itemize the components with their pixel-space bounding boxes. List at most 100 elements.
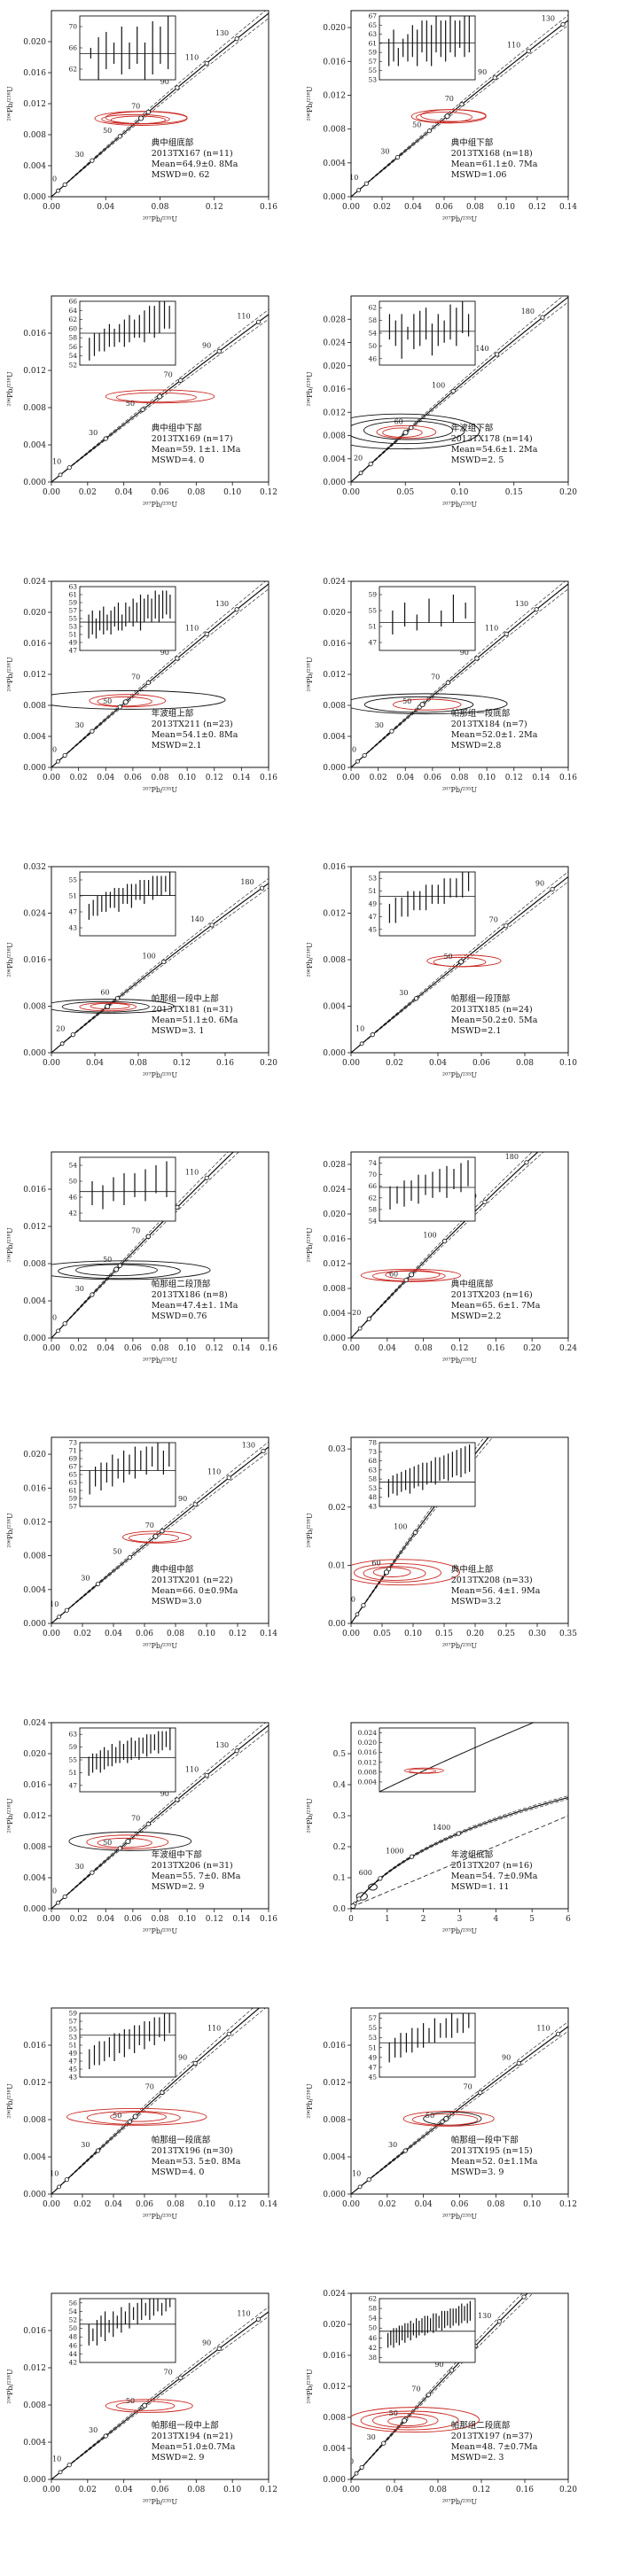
age-marker (521, 2294, 527, 2300)
inset-y-tick-label: 54 (368, 1218, 377, 1226)
sample-annotation-line: Mean=52.0±1. 2Ma (451, 730, 538, 740)
y-axis-title: ²⁰⁶Pb/²³⁸U (6, 657, 14, 691)
age-label: 110 (485, 624, 498, 632)
age-marker (127, 1555, 132, 1560)
y-tick-label: 0.004 (323, 1310, 346, 1319)
x-tick-label: 0.04 (97, 774, 114, 782)
x-tick-label: 6 (566, 1915, 571, 1924)
age-label: 50 (113, 1548, 121, 1556)
inset-y-tick-label: 51 (368, 623, 377, 631)
x-tick-label: 0.02 (70, 1344, 88, 1353)
sample-annotation-line: 2013TX195 (n=15) (451, 2146, 533, 2156)
concordia-envelope-upper (351, 2020, 568, 2194)
x-tick-label: 0.00 (342, 2486, 360, 2494)
x-tick-label: 0.04 (115, 2486, 133, 2494)
x-tick-label: 0.10 (178, 1344, 196, 1353)
error-ellipse (416, 112, 473, 123)
inset-y-tick-label: 44 (68, 2350, 77, 2358)
concordia-envelope-lower (51, 318, 269, 482)
age-label: 60 (394, 418, 403, 426)
y-tick-label: 0.3 (333, 1812, 347, 1821)
x-axis-title: ²⁰⁷Pb/²³⁵U (143, 1927, 177, 1935)
age-marker (256, 319, 262, 324)
error-ellipse (351, 2407, 480, 2433)
weighted-mean-inset: 46 50 54 58 62 (368, 300, 476, 366)
y-tick-label: 0.012 (323, 1260, 346, 1269)
age-marker (381, 2440, 387, 2446)
inset-y-tick-label: 61 (68, 1487, 77, 1495)
error-ellipse (363, 420, 454, 440)
age-marker (556, 2031, 561, 2036)
y-axis-title: ²⁰⁶Pb/²³⁸U (6, 1227, 14, 1262)
inset-y-tick-label: 63 (68, 583, 77, 591)
age-marker (62, 752, 67, 759)
age-label: 70 (131, 102, 140, 110)
y-tick-label: 0.024 (323, 339, 346, 348)
weighted-mean-inset: 47 51 55 59 (368, 586, 476, 651)
concordia-envelope-lower (51, 2008, 266, 2194)
sample-annotation-line: 2013TX194 (n=21) (152, 2432, 233, 2441)
age-marker (175, 1797, 180, 1802)
inset-y-tick-label: 63 (368, 1466, 377, 1474)
inset-y-tick-label: 52 (68, 2316, 77, 2324)
lower-intercept-marker (57, 1615, 62, 1619)
age-label: 70 (164, 370, 173, 378)
concordia-panel-TX203: 0.00 0.04 0.08 0.12 0.16 0.20 0.24 0.000 0.004 0.… (306, 1151, 577, 1365)
x-tick-label: 0.06 (124, 774, 142, 782)
concordia-envelope-lower (351, 881, 568, 1053)
age-marker (459, 102, 465, 107)
age-label: 10 (345, 2457, 354, 2465)
sample-annotation-line: 2013TX203 (n=16) (451, 1290, 533, 1300)
sample-annotation-line: Mean=64.9±0. 8Ma (152, 160, 238, 169)
sample-annotation-line: 帕那组二段顶部 (152, 1279, 211, 1289)
age-marker (495, 352, 500, 357)
lower-intercept-marker (59, 1041, 65, 1047)
concordia-panel-TX194: 0.00 0.02 0.04 0.06 0.08 0.10 0.12 0.000 0.004 0.… (6, 2292, 277, 2506)
inset-y-tick-label: 47 (368, 639, 377, 647)
inset-y-tick-label: 43 (368, 1503, 377, 1511)
sample-annotation-line: MSWD=3.2 (451, 1597, 502, 1607)
y-tick-label: 0.028 (323, 315, 346, 324)
y-tick-label: 0.004 (323, 455, 346, 464)
inset-ellipse (403, 1767, 444, 1774)
y-tick-label: 0.008 (23, 702, 46, 711)
x-tick-label: 0.12 (229, 2200, 246, 2209)
age-label: 110 (185, 53, 199, 61)
inset-y-tick-label: 55 (368, 66, 377, 74)
x-tick-label: 0.16 (516, 2486, 534, 2494)
error-ellipse (122, 1530, 191, 1544)
age-marker (359, 2464, 364, 2471)
age-marker (363, 181, 369, 186)
age-label: 100 (423, 1232, 436, 1240)
x-tick-label: 0.00 (342, 1630, 360, 1638)
inset-y-tick-label: 78 (368, 1439, 377, 1447)
x-tick-label: 0.14 (532, 774, 550, 782)
y-tick-label: 0.012 (323, 2079, 346, 2088)
x-tick-label: 0.12 (206, 774, 223, 782)
concordia-panel-TX211: 0.00 0.02 0.04 0.06 0.08 0.10 0.12 0.14 0.16 0.00… (6, 578, 277, 794)
concordia-curve (351, 1796, 568, 1909)
inset-y-tick-label: 47 (368, 2063, 377, 2071)
age-marker (504, 631, 509, 637)
concordia-panel-TX181: 0.00 0.04 0.08 0.12 0.16 0.20 0.000 0.008 0.016 0… (6, 863, 277, 1079)
inset-frame (79, 1442, 176, 1507)
sample-annotation-line: 帕那组一段中上部 (152, 2420, 219, 2431)
x-axis-title: ²⁰⁷Pb/²³⁵U (143, 786, 177, 794)
sample-annotation-line: 2013TX178 (n=14) (451, 434, 533, 444)
concordia-envelope-upper (51, 308, 269, 482)
x-tick-label: 0.00 (342, 2200, 360, 2209)
age-label: 90 (178, 2053, 187, 2061)
y-tick-label: 0.000 (323, 479, 346, 487)
age-label: 50 (412, 121, 421, 129)
sample-annotation-line: 典中组中部 (152, 1564, 194, 1575)
inset-y-tick-label: 46 (68, 2341, 77, 2349)
age-label: 10 (349, 174, 358, 182)
y-tick-label: 0.012 (23, 1518, 46, 1527)
age-marker (160, 2090, 165, 2095)
y-tick-label: 0.004 (23, 1586, 46, 1595)
error-ellipse (351, 693, 508, 715)
y-tick-label: 0.000 (23, 1620, 46, 1629)
age-marker (117, 1846, 122, 1851)
